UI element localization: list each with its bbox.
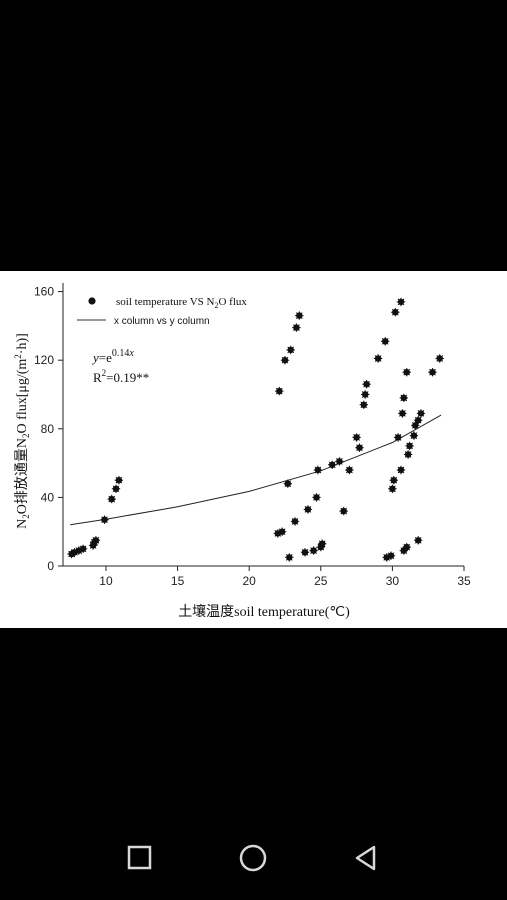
data-point [292, 323, 301, 332]
recents-button[interactable] [112, 830, 168, 886]
data-point [386, 551, 396, 560]
data-point [414, 536, 423, 545]
data-point [388, 484, 397, 494]
data-point [361, 390, 370, 399]
x-axis-title: 土壤温度soil temperature(℃) [178, 603, 350, 620]
data-point [280, 355, 290, 365]
data-point [359, 400, 368, 410]
home-button[interactable] [225, 830, 281, 886]
r-squared: R2=0.19** [93, 368, 149, 385]
data-point [283, 479, 292, 488]
data-point [416, 409, 426, 418]
data-point [318, 539, 327, 548]
data-point [362, 379, 371, 389]
data-point [285, 553, 294, 562]
data-point [328, 460, 337, 470]
regression-equation: y=e0.14x [91, 348, 134, 365]
data-point [335, 457, 344, 466]
recents-square-icon [127, 845, 152, 870]
data-point [402, 542, 411, 552]
data-point [275, 386, 284, 396]
data-point [405, 441, 414, 451]
data-point [389, 475, 398, 485]
y-axis-title: N2O排放通量N2O flux[μg/(m2·h)] [13, 333, 31, 529]
data-point [295, 311, 304, 320]
home-circle-icon [239, 844, 267, 872]
data-point [391, 308, 400, 317]
fit-curve-group [70, 414, 442, 526]
y-tick-label: 80 [41, 422, 55, 436]
data-point [107, 494, 116, 504]
data-point [100, 515, 109, 524]
data-point [277, 527, 287, 536]
data-point [409, 431, 419, 440]
back-triangle-icon [355, 845, 376, 871]
data-point [290, 517, 300, 526]
x-tick-label: 35 [457, 574, 471, 588]
data-point [300, 548, 310, 557]
data-point [114, 475, 124, 485]
x-tick-label: 10 [99, 574, 113, 588]
data-point [396, 297, 406, 307]
data-point [345, 465, 354, 475]
legend-label-points: soil temperature VS N2O flux [116, 296, 247, 310]
chart-axes [62, 283, 464, 567]
back-button[interactable] [338, 830, 394, 886]
data-point [78, 544, 88, 553]
data-point [398, 409, 407, 418]
data-point [403, 450, 413, 459]
y-tick-label: 0 [47, 559, 54, 573]
data-point [396, 465, 406, 475]
chart-ticks: 10 15 20 25 30 35 0 40 80 120 160 [34, 285, 471, 588]
data-point [393, 433, 403, 442]
scatter-chart: 10 15 20 25 30 35 0 40 80 120 160 soil temperature… [13, 283, 471, 620]
data-points-group [67, 297, 444, 562]
data-point [381, 337, 390, 346]
x-tick-label: 20 [242, 574, 256, 588]
data-point [435, 354, 444, 363]
data-point [428, 367, 437, 377]
legend-label-line: x column vs y column [114, 316, 210, 327]
legend-marker-points [88, 297, 96, 305]
x-tick-label: 15 [171, 574, 185, 588]
y-tick-label: 120 [34, 353, 54, 367]
y-tick-label: 40 [41, 490, 55, 504]
data-point [312, 493, 321, 502]
android-nav-bar [0, 820, 507, 900]
data-point [414, 415, 423, 425]
data-point [373, 354, 383, 363]
data-point [411, 421, 420, 430]
data-point [111, 484, 121, 494]
data-point [355, 443, 364, 452]
legend: soil temperature VS N2O flux x column vs… [77, 296, 247, 327]
data-point [303, 505, 313, 514]
y-tick-label: 160 [34, 285, 54, 299]
data-point [402, 367, 411, 377]
equation-annotation: y=e0.14x R2=0.19** [91, 348, 149, 385]
chart-figure: 10 15 20 25 30 35 0 40 80 120 160 soil temperature… [0, 271, 507, 628]
data-point [352, 433, 361, 442]
data-point [339, 506, 348, 516]
x-tick-label: 30 [386, 574, 400, 588]
data-point [286, 345, 295, 355]
fit-curve [70, 414, 442, 526]
data-point [309, 546, 318, 555]
data-point [91, 536, 101, 545]
data-point [399, 393, 408, 403]
data-point [313, 465, 323, 475]
x-tick-label: 25 [314, 574, 328, 588]
